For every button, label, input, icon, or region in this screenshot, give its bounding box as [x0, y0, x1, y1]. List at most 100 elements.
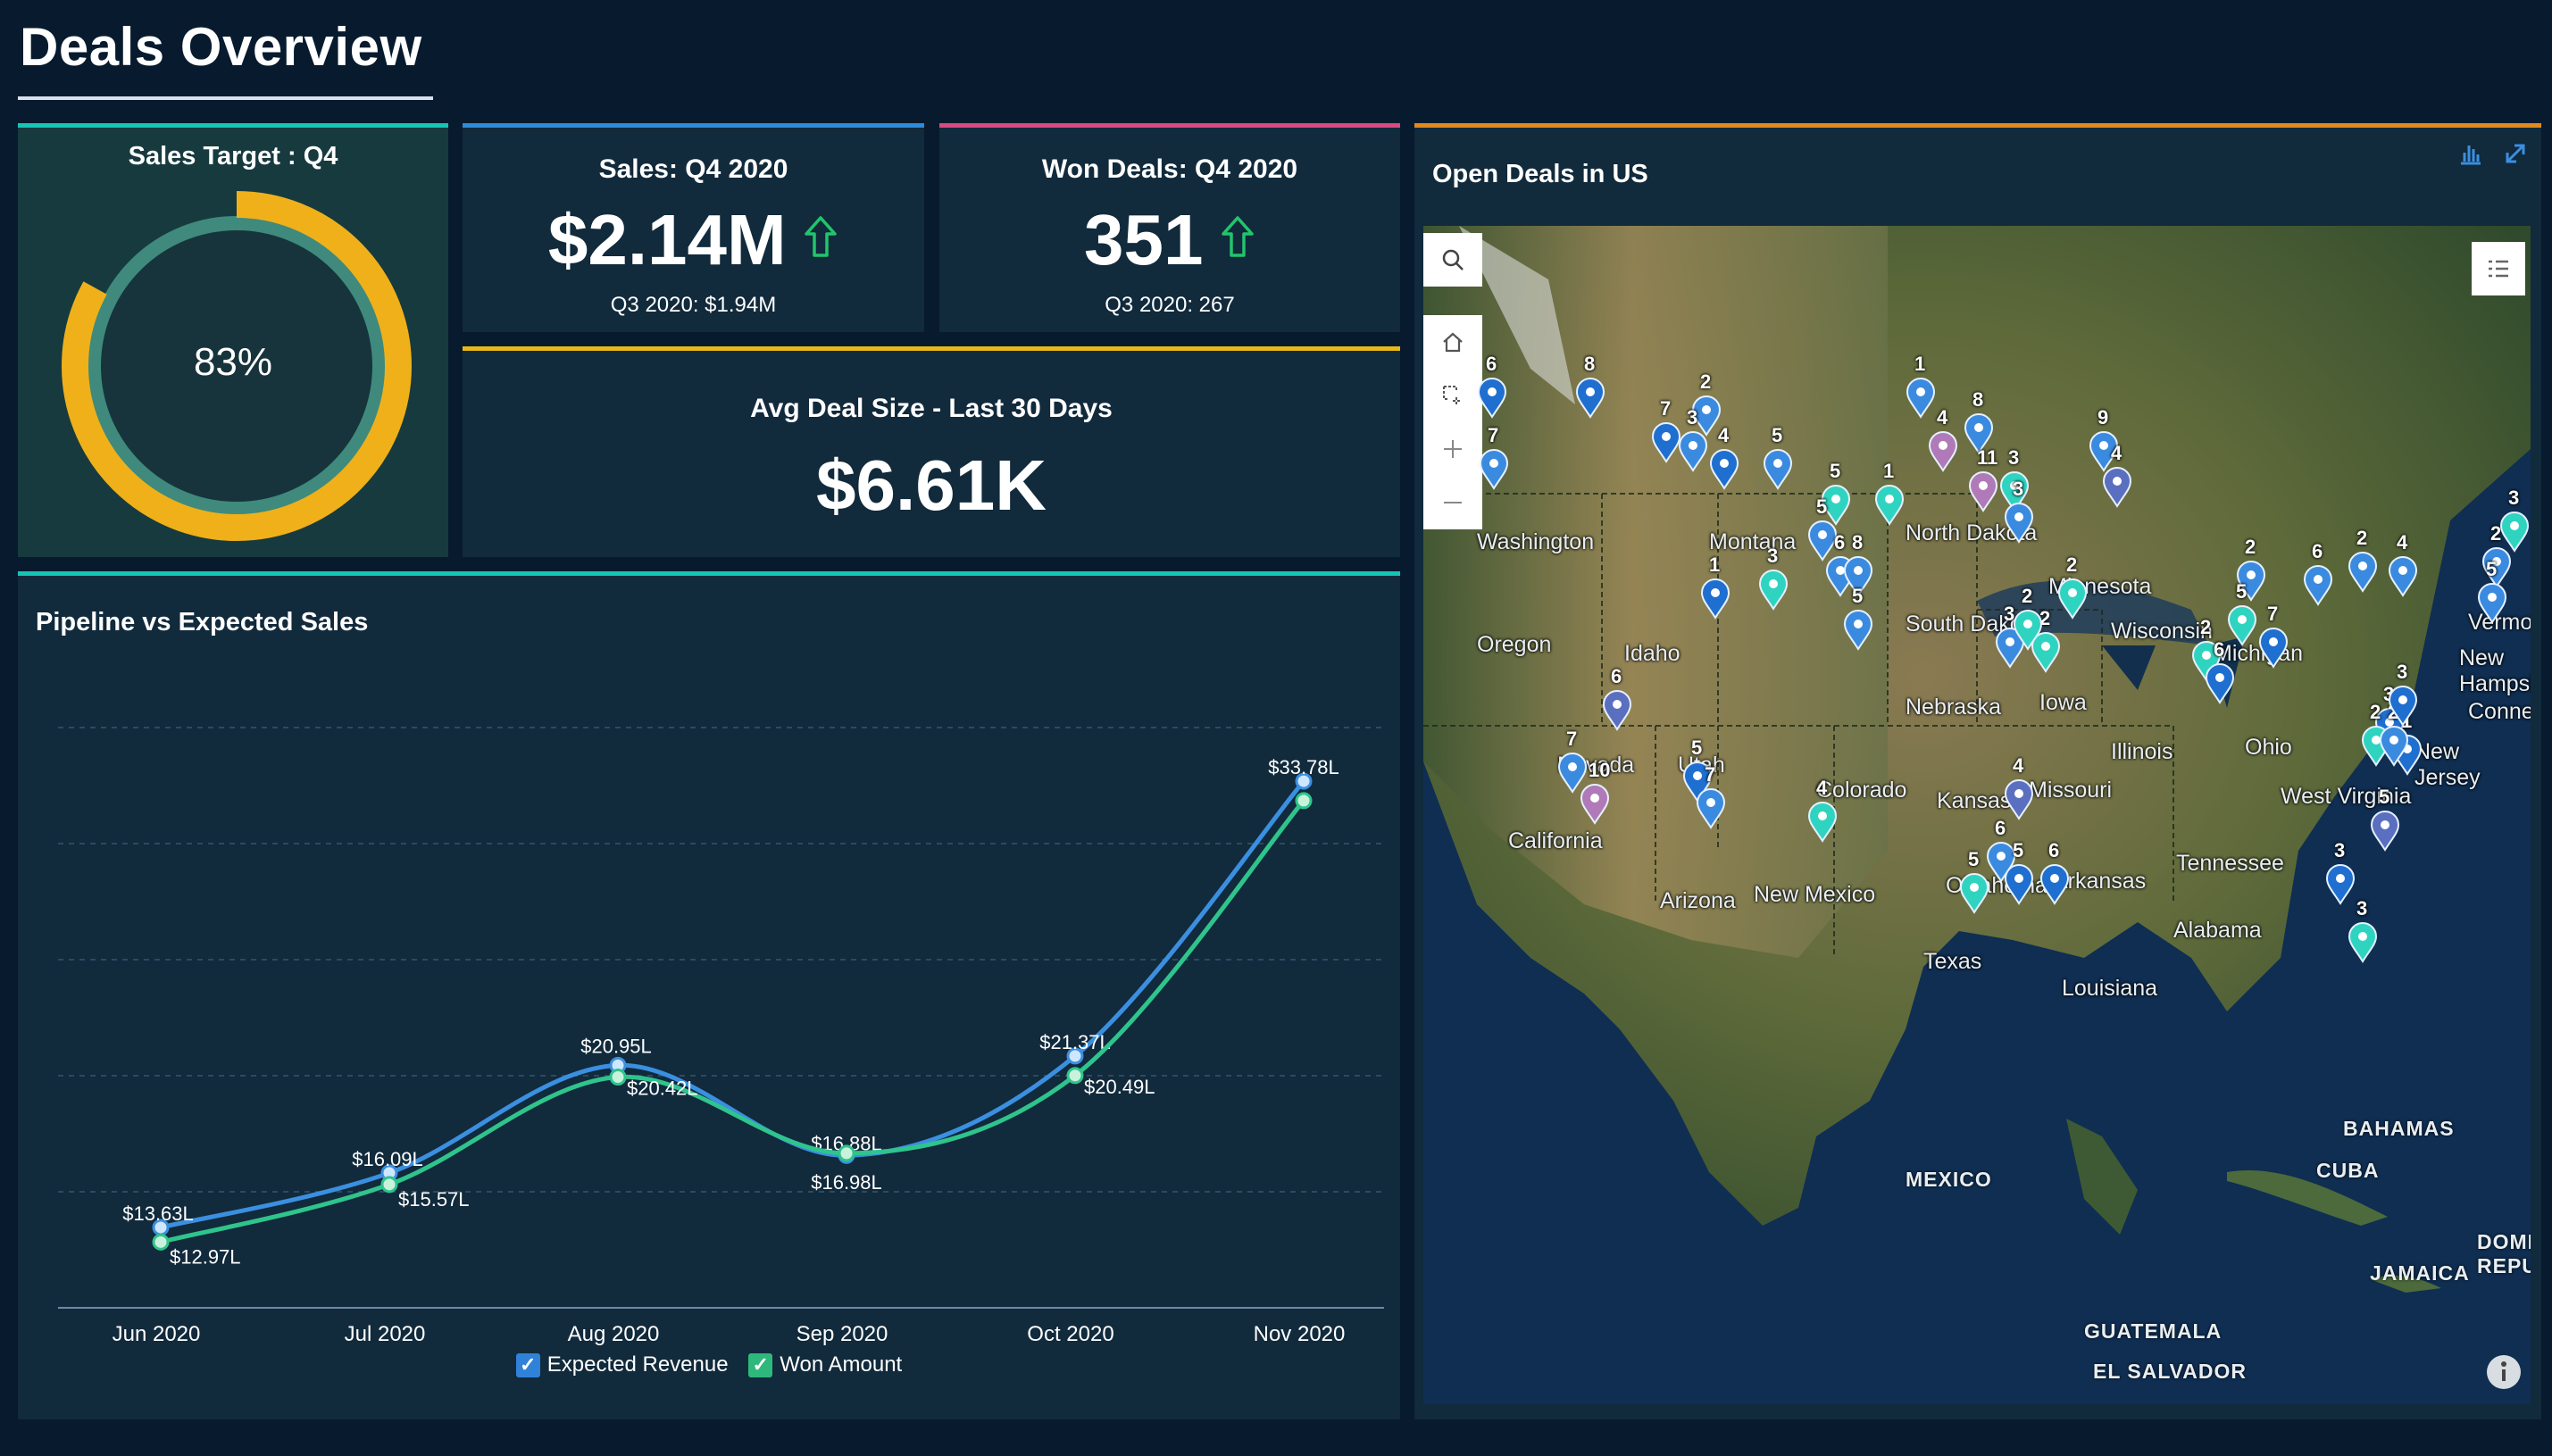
map-pin[interactable] — [2236, 561, 2266, 602]
map-pin[interactable] — [2205, 663, 2235, 704]
map-pin[interactable] — [2258, 628, 2289, 669]
pipeline-chart-card[interactable]: Pipeline vs Expected Sales Jun 2020 Jul 2… — [18, 571, 1400, 1419]
map-pin[interactable] — [2057, 578, 2088, 620]
map-pin[interactable] — [1691, 395, 1722, 437]
map-pin[interactable] — [2004, 503, 2034, 544]
map-pin[interactable] — [2348, 552, 2378, 593]
sales-target-card[interactable]: Sales Target : Q4 83% — [18, 123, 448, 557]
map-pin-count: 7 — [1488, 424, 1499, 446]
map-pin[interactable] — [1807, 520, 1838, 562]
map-pin[interactable] — [1959, 873, 1989, 914]
us-map[interactable]: Washington Oregon Idaho Montana North Da… — [1423, 226, 2531, 1404]
map-pin[interactable] — [2481, 547, 2512, 588]
map-pin[interactable] — [2039, 864, 2070, 905]
map-pin[interactable] — [1968, 471, 1998, 512]
expand-icon[interactable] — [2502, 140, 2529, 167]
map-pin-count: 4 — [2111, 442, 2122, 464]
series-line-0 — [160, 779, 1305, 1230]
sales-kpi-title: Sales: Q4 2020 — [598, 154, 788, 184]
map-pin[interactable] — [2388, 686, 2418, 727]
bar-chart-icon[interactable] — [2457, 140, 2484, 167]
map-pin[interactable] — [2325, 864, 2356, 905]
legend-item-won[interactable]: ✓ Won Amount — [748, 1352, 902, 1377]
map-pin[interactable] — [2379, 726, 2409, 767]
map-pin-count: 8 — [1584, 353, 1596, 375]
map-pin[interactable] — [1477, 378, 1507, 419]
map-pin[interactable] — [1580, 784, 1610, 825]
map-pin[interactable] — [1999, 471, 2030, 512]
checkbox-checked-icon[interactable]: ✓ — [515, 1352, 540, 1377]
data-point — [838, 1144, 855, 1162]
checkbox-checked-icon[interactable]: ✓ — [748, 1352, 773, 1377]
map-pin[interactable] — [1575, 378, 1605, 419]
map-pin[interactable] — [1995, 628, 2025, 669]
map-pin[interactable] — [2089, 431, 2119, 472]
map-pin[interactable] — [1709, 449, 1739, 490]
map-pin[interactable] — [2348, 922, 2378, 963]
open-deals-map-card[interactable]: Open Deals in US — [1414, 123, 2541, 1419]
legend-item-expected[interactable]: ✓ Expected Revenue — [515, 1352, 729, 1377]
map-pin[interactable] — [1906, 378, 1936, 419]
map-pin[interactable] — [2477, 583, 2507, 624]
info-icon[interactable] — [2484, 1352, 2523, 1392]
map-search-button[interactable] — [1423, 233, 1482, 287]
map-pin[interactable] — [1964, 413, 1994, 454]
map-pin[interactable] — [1928, 431, 1958, 472]
map-pin[interactable] — [1557, 753, 1588, 794]
map-pin[interactable] — [2191, 641, 2222, 682]
map-pin[interactable] — [2004, 864, 2034, 905]
map-pin-icon — [1986, 842, 2016, 883]
map-pin[interactable] — [1678, 431, 1708, 472]
map-home-button[interactable] — [1423, 315, 1482, 369]
avg-deal-size-card[interactable]: Avg Deal Size - Last 30 Days $6.61K — [463, 346, 1400, 557]
map-pin[interactable] — [2499, 512, 2530, 553]
map-select-area-button[interactable] — [1423, 369, 1482, 422]
map-pin-count: 8 — [1852, 531, 1864, 553]
map-pin[interactable] — [1479, 449, 1509, 490]
country-label: JAMAICA — [2370, 1261, 2470, 1285]
won-deals-kpi-card[interactable]: Won Deals: Q4 2020 351 Q3 2020: 267 — [939, 123, 1400, 332]
sales-kpi-card[interactable]: Sales: Q4 2020 $2.14M Q3 2020: $1.94M — [463, 123, 924, 332]
map-pin[interactable] — [1807, 802, 1838, 843]
map-pin-count: 11 — [1977, 446, 1998, 469]
map-pin[interactable] — [1821, 485, 1851, 526]
map-zoom-in-button[interactable] — [1423, 422, 1482, 476]
map-pin-count: 9 — [2097, 406, 2109, 428]
x-tick-label: Aug 2020 — [568, 1322, 660, 1346]
map-zoom-out-button[interactable] — [1423, 476, 1482, 529]
map-pin[interactable] — [2102, 467, 2132, 508]
plus-icon — [1444, 440, 1462, 458]
map-pin[interactable] — [1843, 556, 1873, 597]
map-pin[interactable] — [2227, 605, 2257, 646]
map-pin[interactable] — [1763, 449, 1793, 490]
map-pin-icon — [2227, 605, 2257, 646]
map-pin-icon — [1709, 449, 1739, 490]
state-label: Arizona — [1660, 888, 1736, 913]
map-pin[interactable] — [1696, 788, 1726, 829]
map-pin[interactable] — [2004, 779, 2034, 820]
map-pin[interactable] — [1758, 570, 1789, 611]
map-pin-icon — [1602, 690, 1632, 731]
map-pin[interactable] — [1682, 761, 1713, 803]
map-pin[interactable] — [2370, 811, 2400, 852]
state-label: Colorado — [1816, 778, 1907, 803]
map-pin[interactable] — [2031, 632, 2061, 673]
sales-target-percent: 83% — [193, 340, 273, 384]
map-legend-button[interactable] — [2472, 242, 2525, 295]
map-pin-count: 1 — [1914, 353, 1926, 375]
map-pin[interactable] — [2303, 565, 2333, 606]
map-pin[interactable] — [1700, 578, 1731, 620]
map-pin[interactable] — [2388, 556, 2418, 597]
data-label: $16.09L — [352, 1148, 423, 1170]
map-pin[interactable] — [1651, 422, 1681, 463]
map-pin[interactable] — [1874, 485, 1905, 526]
map-pin[interactable] — [1986, 842, 2016, 883]
map-pin-icon — [2379, 726, 2409, 767]
up-arrow-icon — [805, 216, 837, 257]
map-pin-icon — [2258, 628, 2289, 669]
map-pin[interactable] — [2013, 610, 2043, 651]
map-pin[interactable] — [1843, 610, 1873, 651]
map-pin-count: 6 — [2214, 638, 2225, 661]
state-label: Missouri — [2029, 778, 2113, 803]
map-pin[interactable] — [1602, 690, 1632, 731]
